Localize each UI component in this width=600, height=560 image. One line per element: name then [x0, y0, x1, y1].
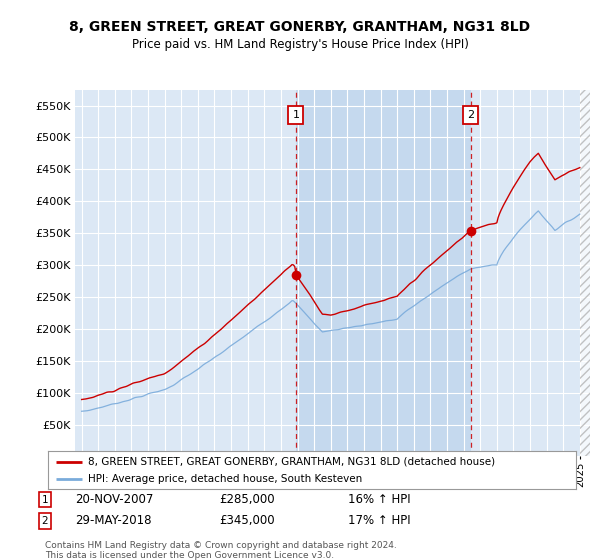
Text: 2: 2 — [41, 516, 49, 526]
Text: 2: 2 — [467, 110, 474, 120]
Bar — [580, 90, 596, 456]
Text: HPI: Average price, detached house, South Kesteven: HPI: Average price, detached house, Sout… — [88, 474, 362, 484]
Bar — [580, 90, 596, 456]
Text: 16% ↑ HPI: 16% ↑ HPI — [348, 493, 410, 506]
Text: Price paid vs. HM Land Registry's House Price Index (HPI): Price paid vs. HM Land Registry's House … — [131, 38, 469, 51]
Text: 29-MAY-2018: 29-MAY-2018 — [75, 514, 151, 528]
Text: £285,000: £285,000 — [219, 493, 275, 506]
Text: 8, GREEN STREET, GREAT GONERBY, GRANTHAM, NG31 8LD: 8, GREEN STREET, GREAT GONERBY, GRANTHAM… — [70, 20, 530, 34]
Text: 17% ↑ HPI: 17% ↑ HPI — [348, 514, 410, 528]
Text: 8, GREEN STREET, GREAT GONERBY, GRANTHAM, NG31 8LD (detached house): 8, GREEN STREET, GREAT GONERBY, GRANTHAM… — [88, 456, 495, 466]
Text: 1: 1 — [292, 110, 299, 120]
Text: 1: 1 — [41, 494, 49, 505]
Text: 20-NOV-2007: 20-NOV-2007 — [75, 493, 154, 506]
Bar — [296, 90, 470, 456]
Text: £345,000: £345,000 — [219, 514, 275, 528]
Text: Contains HM Land Registry data © Crown copyright and database right 2024.
This d: Contains HM Land Registry data © Crown c… — [45, 541, 397, 560]
